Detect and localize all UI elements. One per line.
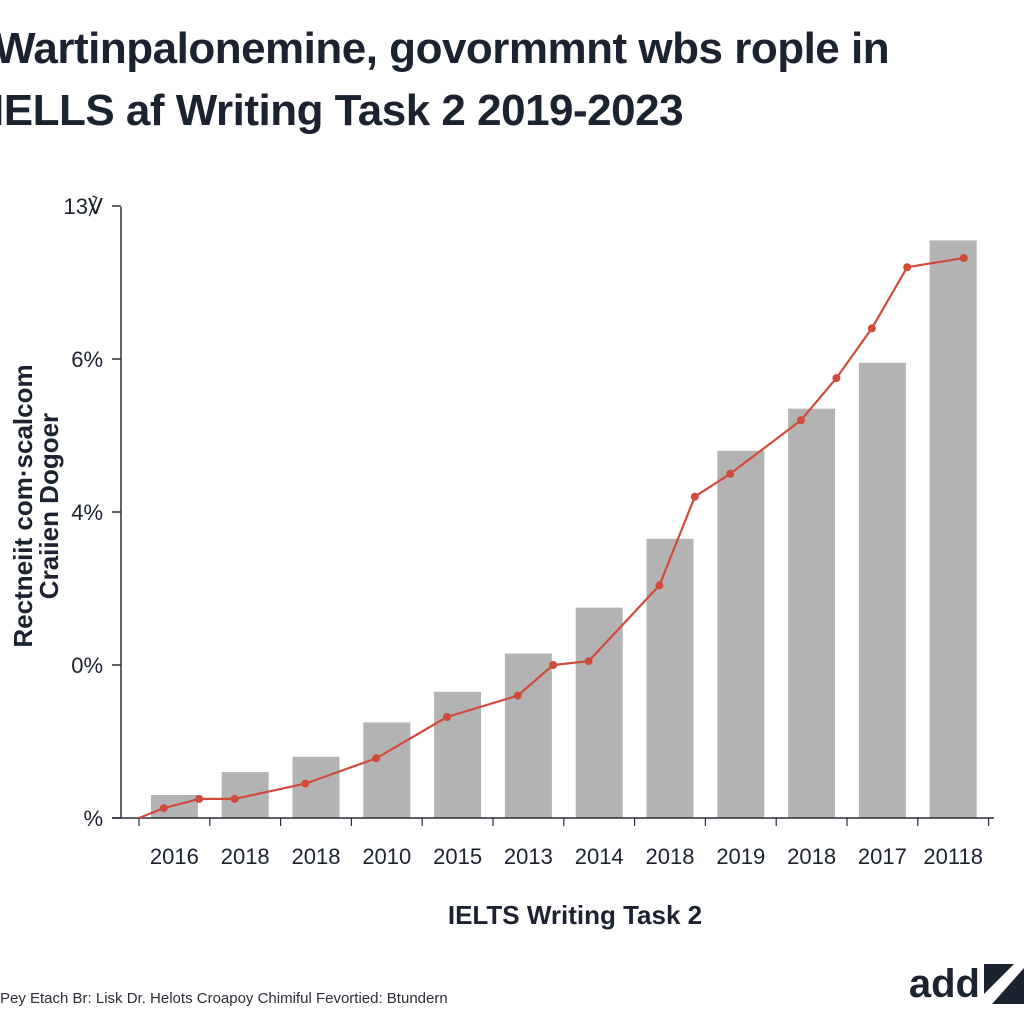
footer-credit: Pey Etach Br: Lisk Dr. Helots Croapoy Ch…	[0, 990, 448, 1007]
line-point	[867, 324, 876, 333]
line-layer	[137, 254, 968, 820]
bar	[292, 756, 340, 818]
line-point	[443, 713, 451, 721]
line-point	[959, 254, 968, 262]
x-tick-label: 2015	[433, 844, 482, 869]
y-axis-label: Rectneiit com·scalcom Craiien Dogoer	[8, 356, 64, 656]
x-tick-labels-layer: 2016 2018 2018 2010 2015 2013 2014 2018 2019 2018…	[138, 818, 990, 869]
line-point	[195, 794, 204, 803]
x-axis-label: IELTS Writing Task 2	[447, 900, 703, 930]
x-tick-label: 2018	[292, 844, 341, 869]
line-point	[549, 661, 558, 669]
bar	[717, 450, 765, 818]
x-tick-label: 2013	[504, 844, 553, 869]
bar	[150, 795, 198, 818]
y-axis-label-wrap: Rectneiit com·scalcom Craiien Dogoer	[4, 360, 64, 660]
bar	[504, 653, 552, 818]
line-point	[513, 691, 522, 700]
y-axis-label-line-2: Craiien Dogoer	[34, 412, 64, 600]
bar	[929, 240, 977, 818]
bar	[575, 607, 623, 818]
brand-text: add	[908, 962, 980, 1006]
line-point	[301, 779, 310, 788]
line-point	[726, 469, 735, 478]
brand-logo: add	[909, 960, 1024, 1008]
x-tick-label: 2014	[575, 844, 624, 869]
chart-title: Wartinpalonemine, govormmnt wbs rople in…	[0, 18, 1024, 142]
line-series	[137, 256, 965, 820]
x-tick-label: 2018	[646, 844, 695, 869]
y-tick-label: %	[83, 806, 103, 831]
y-tick-label: 13℣	[63, 194, 103, 219]
diagonal-slash-logo-icon	[984, 964, 1024, 1004]
x-tick-label: 2016	[150, 844, 199, 869]
y-tick-label: 4%	[71, 500, 103, 525]
x-tick-label: 2018	[221, 844, 270, 869]
line-point	[832, 374, 841, 383]
bars-layer	[150, 240, 977, 818]
ticks-layer: % 0% 4% 6% 13℣	[63, 194, 121, 831]
x-tick-label: 2010	[362, 844, 411, 869]
y-tick-label: 6%	[71, 347, 103, 372]
line-point	[584, 657, 593, 666]
bar	[788, 408, 836, 818]
y-axis-label-line-1: Rectneiit com·scalcom	[8, 364, 38, 648]
bar	[646, 538, 694, 818]
chart-title-line-2: IELLS af Writing Task 2 2019-2023	[0, 86, 684, 135]
line-point	[230, 794, 239, 803]
chart-title-line-1: Wartinpalonemine, govormmnt wbs rople in	[0, 24, 890, 73]
bar	[858, 362, 906, 818]
line-point	[797, 416, 805, 425]
x-tick-label: 2019	[716, 844, 765, 869]
x-tick-label: 2017	[858, 844, 907, 869]
line-point	[159, 804, 168, 813]
bar	[221, 772, 269, 818]
line-point	[372, 754, 381, 763]
x-tick-label: 20118	[923, 844, 983, 869]
bar	[434, 691, 482, 818]
y-tick-label: 0%	[71, 653, 103, 678]
line-point	[903, 263, 912, 272]
line-point	[690, 492, 699, 501]
bar	[363, 722, 411, 818]
line-point	[655, 581, 664, 590]
x-tick-label: 2018	[787, 844, 836, 869]
